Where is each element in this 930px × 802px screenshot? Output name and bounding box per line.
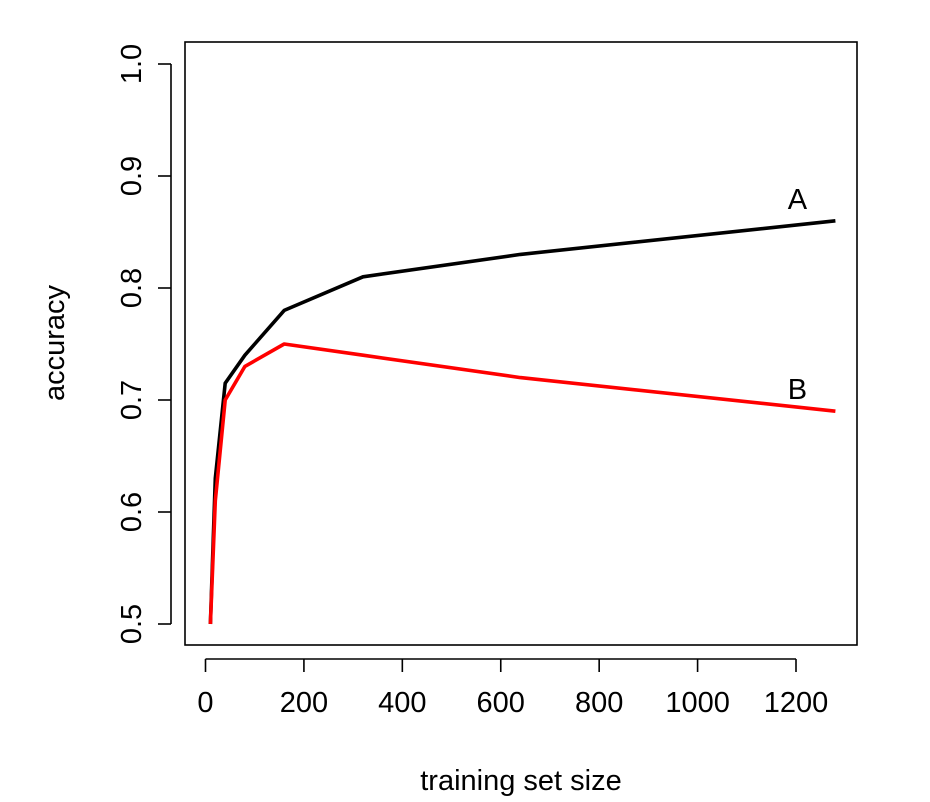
y-tick-label: 0.8 [116, 268, 148, 308]
x-tick-label: 1000 [665, 687, 730, 719]
series-lines [208, 219, 836, 625]
y-tick-label: 1.0 [116, 44, 148, 84]
x-axis: 0 200 400 600 800 1000 1200 [197, 658, 829, 719]
x-tick-label: 600 [477, 687, 525, 719]
x-tick-label: 0 [197, 687, 213, 719]
y-tick-label: 0.7 [116, 380, 148, 420]
series-label-a: A [788, 184, 808, 216]
x-tick-label: 1200 [764, 687, 829, 719]
y-tick-label: 0.5 [116, 604, 148, 644]
series-line-b [208, 342, 836, 625]
series-labels: AB [788, 184, 808, 406]
y-tick-label: 0.9 [116, 156, 148, 196]
series-label-b: B [788, 374, 807, 406]
x-tick-label: 400 [378, 687, 426, 719]
y-axis-title: accuracy [39, 284, 71, 401]
series-line-a [208, 219, 836, 625]
plot-frame [184, 41, 858, 646]
x-tick-label: 200 [280, 687, 328, 719]
x-tick-label: 800 [575, 687, 623, 719]
x-axis-title: training set size [420, 765, 622, 797]
y-tick-label: 0.6 [116, 492, 148, 532]
y-axis: 0.5 0.6 0.7 0.8 0.9 1.0 [116, 44, 172, 644]
